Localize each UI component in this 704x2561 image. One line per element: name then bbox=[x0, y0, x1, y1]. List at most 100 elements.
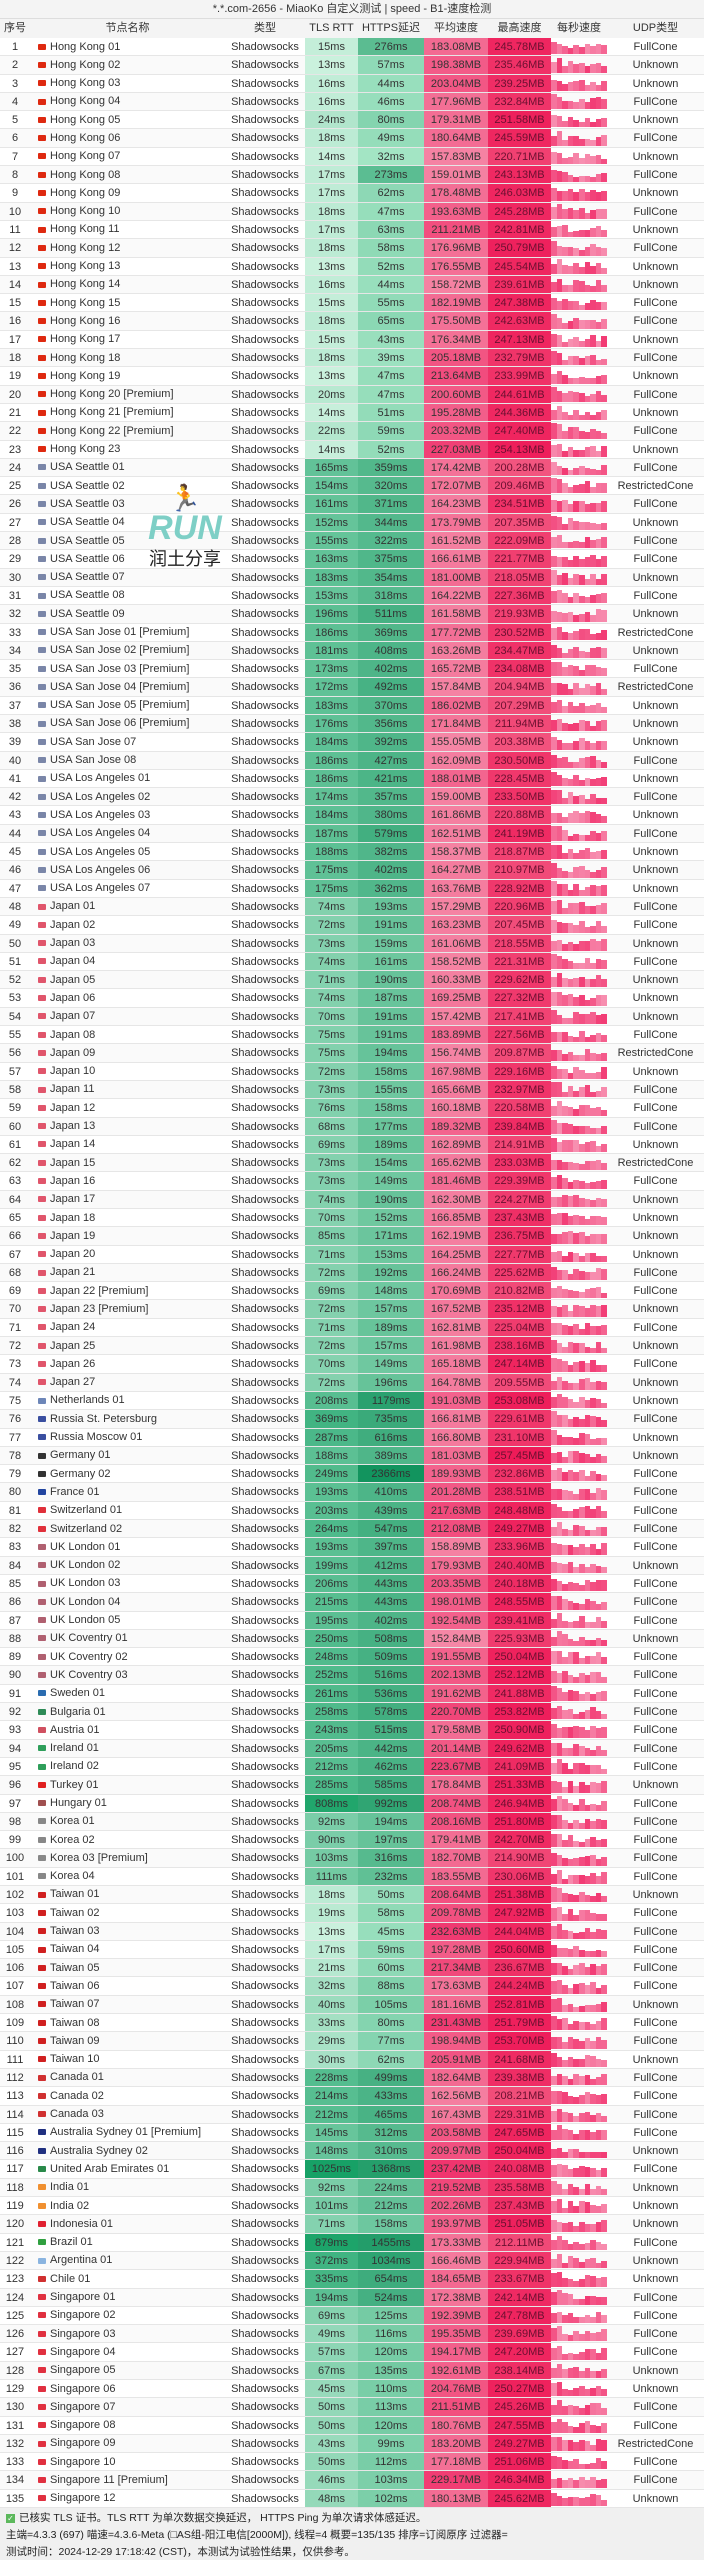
table-row[interactable]: 73 Japan 26 Shadowsocks 70ms 149ms 165.18MB 24… bbox=[0, 1355, 704, 1374]
table-row[interactable]: 56 Japan 09 Shadowsocks 75ms 194ms 156.74MB 20… bbox=[0, 1044, 704, 1063]
table-row[interactable]: 42 USA Los Angeles 02 Shadowsocks 174ms 357m… bbox=[0, 788, 704, 807]
table-row[interactable]: 13 Hong Kong 13 Shadowsocks 13ms 52ms 176.55M… bbox=[0, 257, 704, 276]
table-row[interactable]: 103 Taiwan 02 Shadowsocks 19ms 58ms 209.78MB 2… bbox=[0, 1904, 704, 1923]
table-row[interactable]: 99 Korea 02 Shadowsocks 90ms 197ms 179.41MB 24… bbox=[0, 1831, 704, 1850]
table-row[interactable]: 1 Hong Kong 01 Shadowsocks 15ms 276ms 183.08M… bbox=[0, 38, 704, 57]
table-row[interactable]: 11 Hong Kong 11 Shadowsocks 17ms 63ms 211.21M… bbox=[0, 220, 704, 240]
table-row[interactable]: 123 Chile 01 Shadowsocks 335ms 654ms 184.65MB… bbox=[0, 2270, 704, 2289]
table-row[interactable]: 60 Japan 13 Shadowsocks 68ms 177ms 189.32MB 23… bbox=[0, 1117, 704, 1136]
table-row[interactable]: 24 USA Seattle 01 Shadowsocks 165ms 359ms 174… bbox=[0, 458, 704, 478]
table-row[interactable]: 29 USA Seattle 06 Shadowsocks 163ms 375ms 166… bbox=[0, 550, 704, 569]
table-row[interactable]: 2 Hong Kong 02 Shadowsocks 13ms 57ms 198.38MB… bbox=[0, 56, 704, 75]
table-row[interactable]: 126 Singapore 03 Shadowsocks 49ms 116ms 195.3… bbox=[0, 2325, 704, 2344]
table-row[interactable]: 77 Russia Moscow 01 Shadowsocks 287ms 616ms 1… bbox=[0, 1428, 704, 1447]
table-row[interactable]: 33 USA San Jose 01 [Premium] Shadowsocks 18… bbox=[0, 623, 704, 642]
table-row[interactable]: 129 Singapore 06 Shadowsocks 45ms 110ms 204.7… bbox=[0, 2380, 704, 2399]
table-row[interactable]: 82 Switzerland 02 Shadowsocks 264ms 547ms 212… bbox=[0, 1520, 704, 1539]
table-row[interactable]: 28 USA Seattle 05 Shadowsocks 155ms 322ms 161… bbox=[0, 532, 704, 551]
table-row[interactable]: 76 Russia St. Petersburg Shadowsocks 369ms 7… bbox=[0, 1410, 704, 1429]
header-col-https-delay[interactable]: HTTPS延迟 bbox=[361, 22, 421, 34]
header-col-type[interactable]: 类型 bbox=[254, 22, 276, 34]
table-row[interactable]: 93 Austria 01 Shadowsocks 243ms 515ms 179.58M… bbox=[0, 1721, 704, 1740]
table-row[interactable]: 122 Argentina 01 Shadowsocks 372ms 1034ms 166… bbox=[0, 2251, 704, 2271]
table-row[interactable]: 32 USA Seattle 09 Shadowsocks 196ms 511ms 161… bbox=[0, 605, 704, 624]
table-row[interactable]: 85 UK London 03 Shadowsocks 206ms 443ms 203.3… bbox=[0, 1574, 704, 1594]
table-row[interactable]: 15 Hong Kong 15 Shadowsocks 15ms 55ms 182.19M… bbox=[0, 294, 704, 313]
header-col-tls-rtt[interactable]: TLS RTT bbox=[309, 22, 354, 34]
table-row[interactable]: 132 Singapore 09 Shadowsocks 43ms 99ms 183.20… bbox=[0, 2434, 704, 2454]
table-row[interactable]: 16 Hong Kong 16 Shadowsocks 18ms 65ms 175.50M… bbox=[0, 312, 704, 331]
table-row[interactable]: 88 UK Coventry 01 Shadowsocks 250ms 508ms 152… bbox=[0, 1629, 704, 1649]
table-row[interactable]: 124 Singapore 01 Shadowsocks 194ms 524ms 172.… bbox=[0, 2288, 704, 2307]
table-row[interactable]: 59 Japan 12 Shadowsocks 76ms 158ms 160.18MB 22… bbox=[0, 1099, 704, 1118]
table-row[interactable]: 105 Taiwan 04 Shadowsocks 17ms 59ms 197.28MB 2… bbox=[0, 1940, 704, 1960]
table-row[interactable]: 84 UK London 02 Shadowsocks 199ms 412ms 179.9… bbox=[0, 1556, 704, 1575]
table-row[interactable]: 104 Taiwan 03 Shadowsocks 13ms 45ms 232.63MB 2… bbox=[0, 1922, 704, 1941]
table-row[interactable]: 79 Germany 02 Shadowsocks 249ms 2366ms 189.93… bbox=[0, 1465, 704, 1484]
table-row[interactable]: 90 UK Coventry 03 Shadowsocks 252ms 516ms 202… bbox=[0, 1666, 704, 1685]
table-row[interactable]: 23 Hong Kong 23 Shadowsocks 14ms 52ms 227.03M… bbox=[0, 440, 704, 459]
table-row[interactable]: 36 USA San Jose 04 [Premium] Shadowsocks 17… bbox=[0, 678, 704, 697]
table-row[interactable]: 83 UK London 01 Shadowsocks 193ms 397ms 158.8… bbox=[0, 1538, 704, 1557]
table-row[interactable]: 112 Canada 01 Shadowsocks 228ms 499ms 182.64M… bbox=[0, 2068, 704, 2088]
table-row[interactable]: 121 Brazil 01 Shadowsocks 879ms 1455ms 173.33… bbox=[0, 2233, 704, 2252]
table-row[interactable]: 6 Hong Kong 06 Shadowsocks 18ms 49ms 180.64MB… bbox=[0, 129, 704, 148]
table-row[interactable]: 125 Singapore 02 Shadowsocks 69ms 125ms 192.3… bbox=[0, 2306, 704, 2326]
table-row[interactable]: 87 UK London 05 Shadowsocks 195ms 402ms 192.5… bbox=[0, 1611, 704, 1630]
table-row[interactable]: 54 Japan 07 Shadowsocks 70ms 191ms 157.42MB 21… bbox=[0, 1007, 704, 1027]
table-row[interactable]: 14 Hong Kong 14 Shadowsocks 16ms 44ms 158.72M… bbox=[0, 275, 704, 295]
table-row[interactable]: 135 Singapore 12 Shadowsocks 48ms 102ms 180.1… bbox=[0, 2489, 704, 2509]
table-row[interactable]: 53 Japan 06 Shadowsocks 74ms 187ms 169.25MB 22… bbox=[0, 989, 704, 1008]
table-row[interactable]: 45 USA Los Angeles 05 Shadowsocks 188ms 382m… bbox=[0, 843, 704, 862]
table-row[interactable]: 130 Singapore 07 Shadowsocks 50ms 113ms 211.5… bbox=[0, 2398, 704, 2417]
table-row[interactable]: 34 USA San Jose 02 [Premium] Shadowsocks 18… bbox=[0, 641, 704, 661]
table-row[interactable]: 26 USA Seattle 03 Shadowsocks 161ms 371ms 164… bbox=[0, 495, 704, 514]
table-row[interactable]: 12 Hong Kong 12 Shadowsocks 18ms 58ms 176.96M… bbox=[0, 239, 704, 258]
table-row[interactable]: 120 Indonesia 01 Shadowsocks 71ms 158ms 193.9… bbox=[0, 2215, 704, 2234]
table-row[interactable]: 67 Japan 20 Shadowsocks 71ms 153ms 164.25MB 22… bbox=[0, 1245, 704, 1264]
table-row[interactable]: 128 Singapore 05 Shadowsocks 67ms 135ms 192.6… bbox=[0, 2361, 704, 2380]
header-col-index[interactable]: 序号 bbox=[4, 22, 26, 34]
table-row[interactable]: 64 Japan 17 Shadowsocks 74ms 190ms 162.30MB 22… bbox=[0, 1190, 704, 1209]
table-row[interactable]: 19 Hong Kong 19 Shadowsocks 13ms 47ms 213.64M… bbox=[0, 367, 704, 386]
table-row[interactable]: 96 Turkey 01 Shadowsocks 285ms 585ms 178.84MB… bbox=[0, 1776, 704, 1795]
table-row[interactable]: 100 Korea 03 [Premium] Shadowsocks 103ms 316… bbox=[0, 1849, 704, 1868]
table-row[interactable]: 62 Japan 15 Shadowsocks 73ms 154ms 165.62MB 23… bbox=[0, 1154, 704, 1173]
table-row[interactable]: 65 Japan 18 Shadowsocks 70ms 152ms 166.85MB 23… bbox=[0, 1209, 704, 1228]
table-row[interactable]: 48 Japan 01 Shadowsocks 74ms 193ms 157.29MB 22… bbox=[0, 897, 704, 917]
table-row[interactable]: 39 USA San Jose 07 Shadowsocks 184ms 392ms 15… bbox=[0, 733, 704, 752]
table-row[interactable]: 89 UK Coventry 02 Shadowsocks 248ms 509ms 191… bbox=[0, 1648, 704, 1667]
table-row[interactable]: 7 Hong Kong 07 Shadowsocks 14ms 32ms 157.83MB… bbox=[0, 147, 704, 167]
table-row[interactable]: 9 Hong Kong 09 Shadowsocks 17ms 62ms 178.48MB… bbox=[0, 184, 704, 203]
table-row[interactable]: 27 USA Seattle 04 Shadowsocks 152ms 344ms 173… bbox=[0, 513, 704, 533]
table-row[interactable]: 30 USA Seattle 07 Shadowsocks 183ms 354ms 181… bbox=[0, 568, 704, 587]
table-row[interactable]: 5 Hong Kong 05 Shadowsocks 24ms 80ms 179.31MB… bbox=[0, 111, 704, 130]
table-row[interactable]: 38 USA San Jose 06 [Premium] Shadowsocks 17… bbox=[0, 714, 704, 734]
table-row[interactable]: 69 Japan 22 [Premium] Shadowsocks 69ms 148ms… bbox=[0, 1282, 704, 1301]
table-row[interactable]: 91 Sweden 01 Shadowsocks 261ms 536ms 191.62MB… bbox=[0, 1684, 704, 1704]
table-row[interactable]: 117 United Arab Emirates 01 Shadowsocks 102… bbox=[0, 2160, 704, 2179]
table-row[interactable]: 114 Canada 03 Shadowsocks 212ms 465ms 167.43M… bbox=[0, 2105, 704, 2124]
table-row[interactable]: 111 Taiwan 10 Shadowsocks 30ms 62ms 205.91MB 2… bbox=[0, 2050, 704, 2069]
table-row[interactable]: 10 Hong Kong 10 Shadowsocks 18ms 47ms 193.63M… bbox=[0, 202, 704, 221]
table-row[interactable]: 131 Singapore 08 Shadowsocks 50ms 120ms 180.7… bbox=[0, 2416, 704, 2435]
table-row[interactable]: 37 USA San Jose 05 [Premium] Shadowsocks 18… bbox=[0, 696, 704, 715]
table-row[interactable]: 61 Japan 14 Shadowsocks 69ms 189ms 162.89MB 21… bbox=[0, 1135, 704, 1155]
table-row[interactable]: 80 France 01 Shadowsocks 193ms 410ms 201.28MB… bbox=[0, 1483, 704, 1502]
table-row[interactable]: 46 USA Los Angeles 06 Shadowsocks 175ms 402m… bbox=[0, 861, 704, 880]
table-row[interactable]: 8 Hong Kong 08 Shadowsocks 17ms 273ms 159.01M… bbox=[0, 166, 704, 185]
table-row[interactable]: 51 Japan 04 Shadowsocks 74ms 161ms 158.52MB 22… bbox=[0, 952, 704, 972]
table-row[interactable]: 115 Australia Sydney 01 [Premium] Shadowso… bbox=[0, 2123, 704, 2143]
table-row[interactable]: 133 Singapore 10 Shadowsocks 50ms 112ms 177.1… bbox=[0, 2453, 704, 2472]
table-row[interactable]: 74 Japan 27 Shadowsocks 72ms 196ms 164.78MB 20… bbox=[0, 1373, 704, 1392]
table-row[interactable]: 57 Japan 10 Shadowsocks 72ms 158ms 167.98MB 22… bbox=[0, 1062, 704, 1081]
table-row[interactable]: 113 Canada 02 Shadowsocks 214ms 433ms 162.56M… bbox=[0, 2087, 704, 2106]
header-col-name[interactable]: 节点名称 bbox=[105, 22, 150, 34]
table-row[interactable]: 58 Japan 11 Shadowsocks 73ms 155ms 165.66MB 23… bbox=[0, 1080, 704, 1100]
table-row[interactable]: 102 Taiwan 01 Shadowsocks 18ms 50ms 208.64MB 2… bbox=[0, 1885, 704, 1905]
table-row[interactable]: 63 Japan 16 Shadowsocks 73ms 149ms 181.46MB 22… bbox=[0, 1172, 704, 1191]
table-row[interactable]: 4 Hong Kong 04 Shadowsocks 16ms 46ms 177.96MB… bbox=[0, 92, 704, 112]
table-row[interactable]: 94 Ireland 01 Shadowsocks 205ms 442ms 201.14M… bbox=[0, 1739, 704, 1758]
header-col-per-second[interactable]: 每秒速度 bbox=[557, 22, 601, 34]
table-row[interactable]: 25 USA Seattle 02 Shadowsocks 154ms 320ms 172… bbox=[0, 477, 704, 496]
